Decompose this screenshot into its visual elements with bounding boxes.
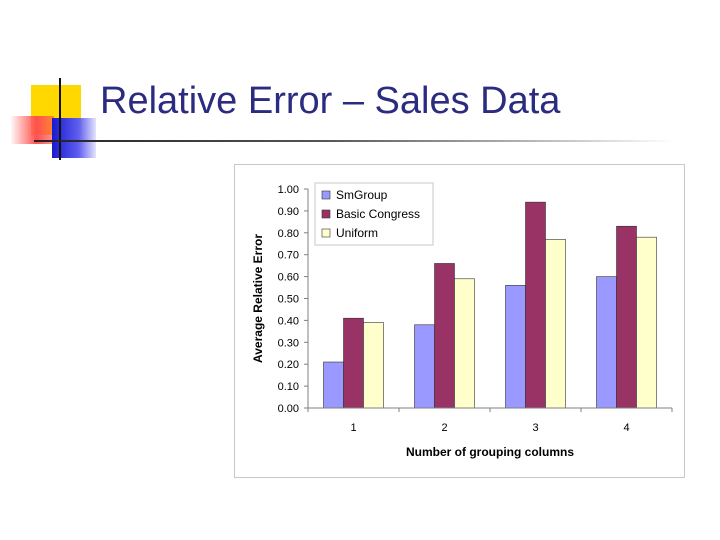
bar-uniform-1 [363, 322, 384, 409]
legend-swatch [321, 228, 331, 238]
y-tick-label: 0.60 [278, 272, 299, 284]
y-tick-label: 0.10 [278, 381, 299, 393]
legend-swatch [321, 190, 331, 200]
bar-uniform-3 [545, 239, 566, 409]
y-tick-label: 0.20 [278, 359, 299, 371]
bar-uniform-4 [636, 236, 657, 409]
bar-basic-congress-2 [434, 263, 455, 409]
decor-vertical-line [59, 78, 61, 160]
chart-frame: 0.00 0.10 0.20 0.30 0.40 0.50 0.60 0.70 0.80 0.90… [234, 164, 685, 478]
slide-title: Relative Error – Sales Data [100, 80, 561, 122]
y-tick-label: 1.00 [278, 184, 299, 196]
bar-smgroup-4 [596, 276, 617, 409]
legend-label: SmGroup [336, 188, 388, 202]
x-tick-label: 1 [350, 422, 356, 434]
y-tick-label: 0.90 [278, 206, 299, 218]
title-underline [34, 140, 674, 142]
x-axis-title: Number of grouping columns [406, 445, 574, 459]
bar-basic-congress-4 [616, 225, 637, 409]
y-tick-label: 0.80 [278, 228, 299, 240]
legend-label: Uniform [336, 226, 378, 240]
x-tick-label: 3 [532, 422, 538, 434]
bar-smgroup-3 [505, 285, 526, 409]
legend: SmGroup Basic Congress Uniform [314, 182, 434, 246]
y-tick-label: 0.30 [278, 337, 299, 349]
bar-chart: 0.00 0.10 0.20 0.30 0.40 0.50 0.60 0.70 0.80 0.90… [251, 182, 673, 459]
bar-basic-congress-3 [525, 201, 546, 409]
decor-red-square [10, 116, 54, 144]
y-tick-label: 0.70 [278, 250, 299, 262]
legend-swatch [321, 209, 331, 219]
y-axis-title: Average Relative Error [251, 234, 265, 363]
y-tick-label: 0.50 [278, 294, 299, 306]
bar-uniform-2 [454, 278, 475, 409]
bar-smgroup-1 [323, 361, 344, 409]
legend-label: Basic Congress [336, 207, 420, 221]
y-tick-label: 0.40 [278, 315, 299, 327]
y-tick-label: 0.00 [278, 403, 299, 415]
bar-basic-congress-1 [343, 317, 364, 409]
x-tick-label: 4 [623, 422, 629, 434]
bar-smgroup-2 [414, 324, 435, 409]
x-tick-label: 2 [441, 422, 447, 434]
